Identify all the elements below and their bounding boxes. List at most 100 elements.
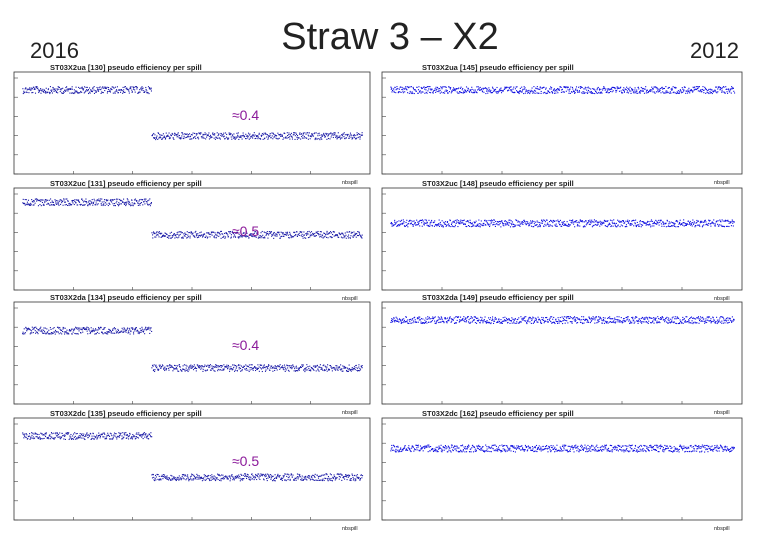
data-point [324, 135, 326, 137]
data-point [574, 320, 576, 323]
data-point [174, 478, 176, 480]
data-point [343, 367, 345, 369]
data-point [43, 203, 45, 205]
data-point [34, 202, 36, 204]
data-point [674, 223, 676, 225]
data-point [725, 220, 727, 222]
data-point [483, 320, 485, 322]
data-point [188, 136, 190, 138]
data-point [673, 91, 675, 93]
data-point [271, 235, 273, 237]
data-point [590, 317, 593, 319]
data-point [124, 330, 126, 332]
data-point [173, 233, 175, 235]
data-point [438, 91, 440, 93]
data-point [420, 92, 422, 94]
data-point [666, 316, 668, 318]
data-point [514, 88, 516, 90]
data-point [165, 132, 167, 134]
data-point [255, 135, 258, 138]
data-point [74, 328, 76, 330]
data-point [670, 321, 672, 323]
data-point [290, 365, 293, 367]
data-point [58, 333, 60, 335]
data-point [220, 133, 223, 135]
data-point [260, 367, 262, 369]
data-point [261, 235, 263, 237]
data-point [55, 435, 58, 437]
data-point [181, 370, 183, 372]
data-point [595, 224, 597, 226]
data-point [713, 90, 715, 92]
data-point [59, 203, 62, 205]
data-point [542, 319, 545, 321]
data-point [618, 90, 621, 92]
data-point [688, 91, 690, 93]
data-point [699, 222, 701, 224]
data-point [156, 366, 158, 368]
data-point [303, 234, 306, 236]
data-point [101, 86, 104, 88]
data-point [181, 237, 183, 239]
data-point [546, 92, 548, 94]
data-point [254, 134, 256, 136]
data-point [432, 316, 434, 318]
data-point [510, 222, 512, 225]
data-point [646, 89, 648, 91]
data-point [149, 88, 151, 90]
data-point [193, 136, 195, 139]
data-point [559, 86, 562, 88]
data-point [253, 235, 255, 237]
data-point [520, 316, 522, 318]
data-point [134, 330, 136, 332]
data-point [69, 88, 71, 90]
data-point [237, 135, 239, 137]
data-point [614, 317, 616, 319]
data-point [671, 319, 673, 321]
data-point [449, 88, 451, 90]
data-point [81, 329, 83, 331]
data-point [256, 232, 258, 234]
data-point [229, 232, 231, 234]
data-point [432, 90, 434, 92]
data-point [274, 369, 276, 372]
data-point [394, 321, 396, 323]
data-point [109, 438, 111, 440]
data-point [263, 366, 265, 369]
data-point [560, 321, 562, 323]
data-point [424, 219, 426, 221]
data-point [93, 435, 95, 437]
data-point [716, 92, 718, 94]
data-point [678, 322, 680, 325]
data-point [714, 225, 717, 227]
data-point [233, 364, 235, 366]
data-point [70, 438, 73, 440]
data-point [615, 91, 617, 93]
data-point [425, 222, 427, 224]
data-point [293, 370, 295, 372]
data-point [620, 317, 622, 319]
data-point [142, 331, 144, 333]
data-point [454, 89, 456, 91]
data-point [579, 87, 581, 89]
data-point [412, 322, 414, 324]
data-point [545, 87, 547, 89]
data-point [591, 219, 593, 221]
data-point [274, 365, 276, 367]
data-point [204, 233, 206, 235]
data-point [508, 87, 510, 89]
data-point [254, 138, 256, 140]
data-point [143, 91, 146, 93]
data-point [335, 234, 337, 237]
data-point [510, 89, 512, 91]
data-point [190, 232, 192, 234]
data-point [92, 433, 94, 435]
data-point [517, 91, 519, 93]
data-point [715, 86, 717, 88]
data-point [310, 235, 312, 237]
data-point [172, 234, 175, 236]
data-point [69, 437, 71, 439]
data-point [91, 91, 94, 93]
data-point [627, 316, 629, 318]
data-point [90, 327, 92, 329]
